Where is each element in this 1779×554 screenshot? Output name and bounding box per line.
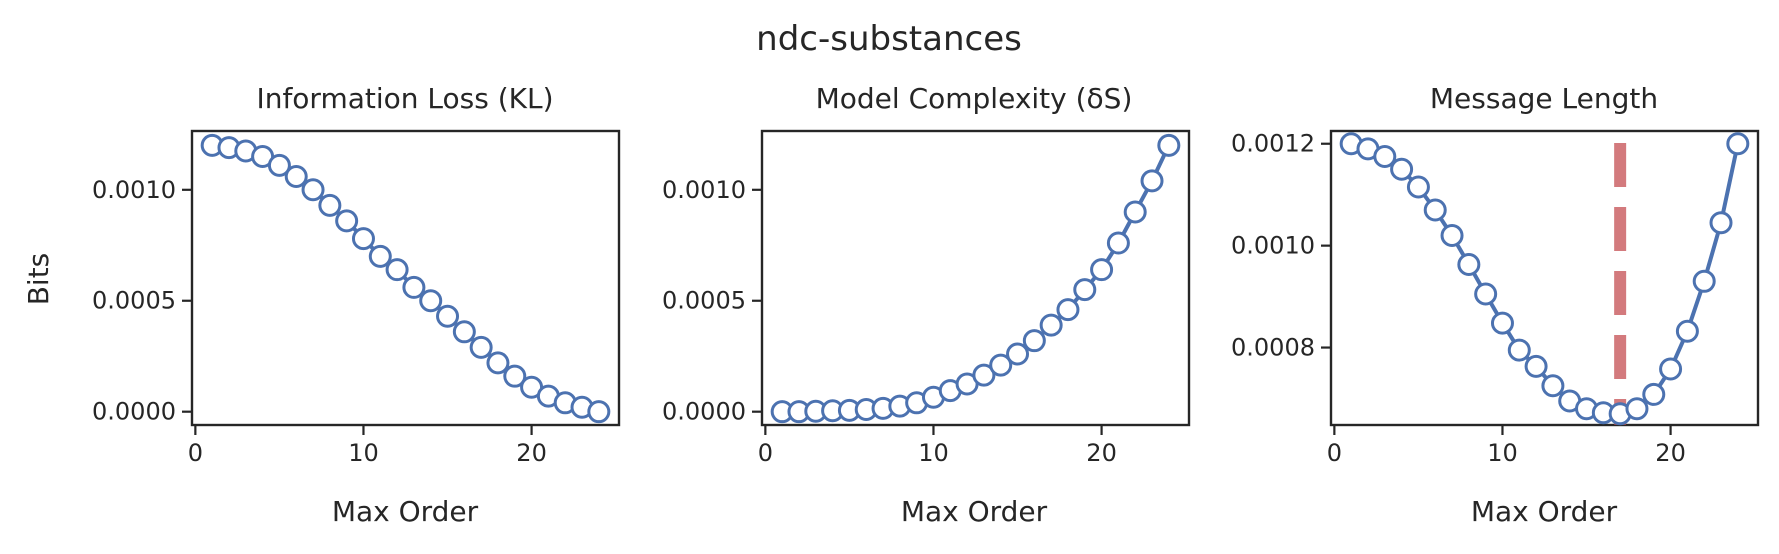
y-tick-label: 0.0010 [92,176,176,204]
panel-title: Model Complexity (δS) [816,82,1133,115]
data-point [1106,231,1130,255]
data-point [972,363,996,387]
y-tick-label: 0.0005 [92,287,176,315]
data-point [1692,269,1716,293]
data-point [385,258,409,282]
data-point [1123,200,1147,224]
y-tick-label: 0.0000 [92,398,176,426]
data-point [284,164,308,188]
data-point [1022,329,1046,353]
x-axis-label: Max Order [1471,495,1618,528]
data-point [1056,298,1080,322]
y-axis-label: Bits [22,253,55,306]
data-point [1625,397,1649,421]
data-point [1507,338,1531,362]
y-tick-label: 0.0008 [1231,334,1315,362]
data-point [486,351,510,375]
axes-frame [190,129,621,427]
x-axis-label: Max Order [901,495,1048,528]
data-point [1390,157,1414,181]
panel-title: Information Loss (KL) [256,82,553,115]
panel-message-length: Message Length 0 10 20 0.0008 0.0010 0.0012 M… [1231,82,1760,528]
data-point [1709,211,1733,235]
data-point [301,178,325,202]
data-point [351,227,375,251]
x-tick-label: 0 [758,439,773,467]
data-point [1090,258,1114,282]
y-tick-label: 0.0005 [662,287,746,315]
data-point [452,320,476,344]
data-point [1373,144,1397,168]
series-line [211,143,600,414]
data-point [267,153,291,177]
y-tick-label: 0.0010 [1231,232,1315,260]
x-axis-label: Max Order [332,495,479,528]
data-point [1474,282,1498,306]
data-point [587,400,611,424]
data-point [1541,374,1565,398]
data-point [419,289,443,313]
x-tick-label: 20 [1086,439,1117,467]
plot-area: 0 10 20 0.0000 0.0005 0.0010 [662,129,1191,467]
plot-area: 0 10 20 0.0008 0.0010 0.0012 [1231,129,1760,467]
data-point [1642,382,1666,406]
data-point [402,275,426,299]
data-point [335,209,359,233]
axes-frame [1329,129,1760,427]
data-point [1726,132,1750,156]
data-point [1423,198,1447,222]
axes-frame [760,129,1191,427]
x-tick-label: 10 [1487,439,1518,467]
plot-area: 0 10 20 0.0000 0.0005 0.0010 [92,129,621,467]
data-point [1157,133,1181,157]
panel-model-complexity: Model Complexity (δS) 0 10 200.00000.00050… [662,82,1191,528]
panel-information-loss: Information Loss (KL) 0 10 200.00000.00050… [22,82,621,528]
y-tick-label: 0.0012 [1231,130,1315,158]
data-point [1659,357,1683,381]
panel-title: Message Length [1430,82,1658,115]
data-point [1524,354,1548,378]
data-point [469,335,493,359]
data-point [1457,252,1481,276]
data-point [318,193,342,217]
data-point [1440,223,1464,247]
x-tick-label: 20 [516,439,547,467]
x-tick-label: 10 [918,439,949,467]
data-point [1039,313,1063,337]
data-point [1406,175,1430,199]
data-point [1140,169,1164,193]
x-tick-label: 20 [1655,439,1686,467]
data-point [1675,319,1699,343]
x-tick-label: 0 [188,439,203,467]
data-point [503,364,527,388]
data-point [989,353,1013,377]
data-point [436,304,460,328]
figure-title: ndc-substances [756,19,1022,59]
x-tick-label: 10 [348,439,379,467]
data-point [1006,342,1030,366]
data-point [368,244,392,268]
y-tick-label: 0.0000 [662,398,746,426]
data-point [1073,278,1097,302]
y-tick-label: 0.0010 [662,176,746,204]
data-point [1490,311,1514,335]
x-tick-label: 0 [1327,439,1342,467]
